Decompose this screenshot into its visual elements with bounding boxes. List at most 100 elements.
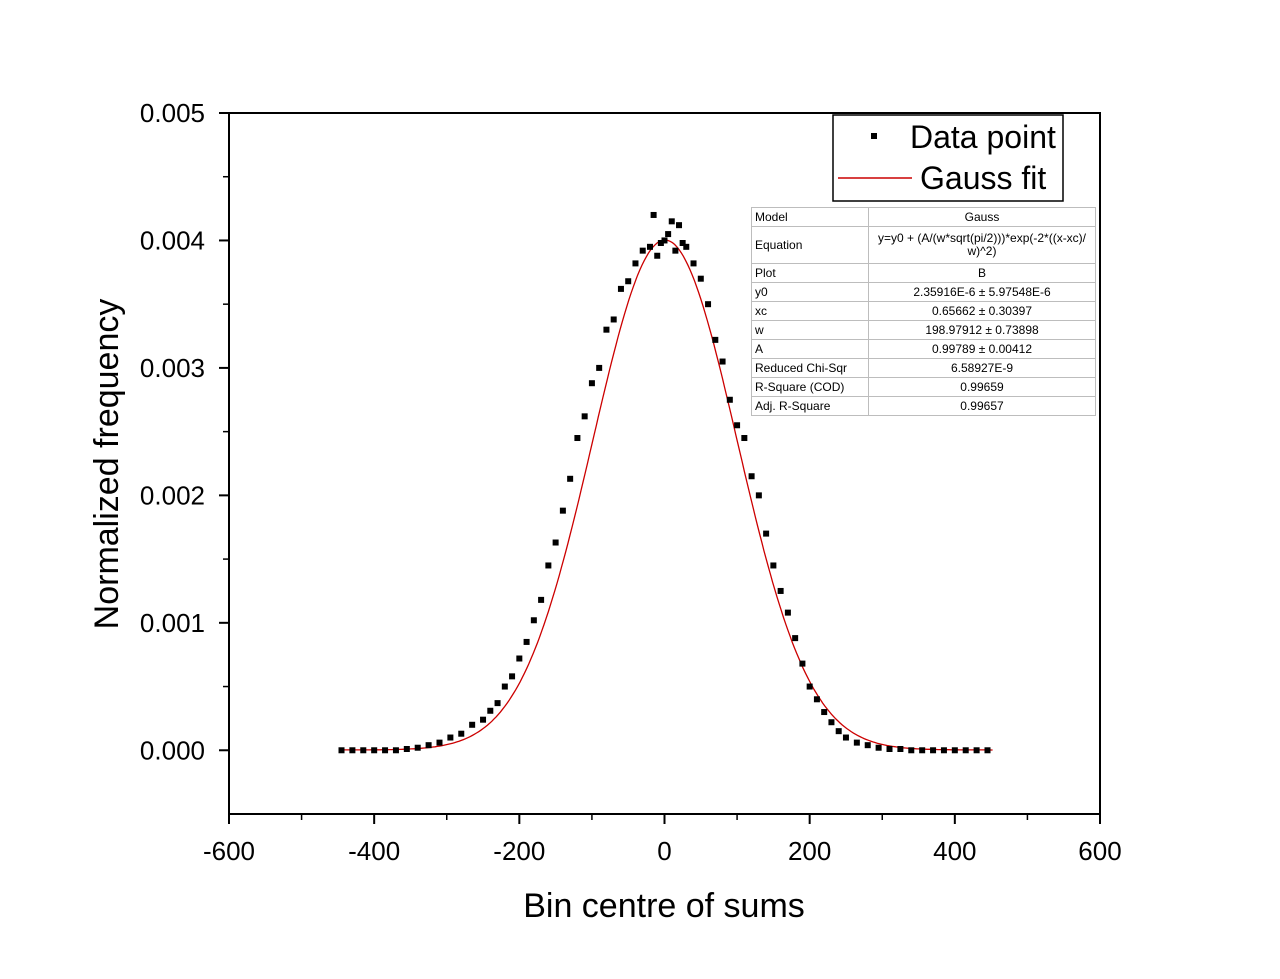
data-point	[734, 422, 741, 429]
data-point	[679, 240, 686, 247]
y-tick-label: 0.004	[140, 225, 205, 255]
data-point	[668, 218, 675, 225]
data-point	[770, 562, 777, 569]
fit-key: Model	[751, 207, 869, 227]
data-point	[574, 435, 581, 442]
fit-key: Reduced Chi-Sqr	[751, 358, 869, 378]
data-point	[951, 747, 958, 754]
data-point	[382, 747, 389, 754]
x-axis-label: Bin centre of sums	[523, 887, 805, 925]
data-point	[962, 747, 969, 754]
data-point	[726, 396, 733, 403]
data-point	[603, 326, 610, 333]
data-point	[897, 745, 904, 752]
data-point	[919, 747, 926, 754]
data-point	[842, 734, 849, 741]
data-point	[835, 728, 842, 735]
data-point	[403, 745, 410, 752]
data-point	[509, 673, 516, 680]
fit-row-model: Model Gauss	[751, 207, 1096, 227]
y-tick-label: 0.002	[140, 480, 205, 510]
fit-value: 0.99789 ± 0.00412	[868, 339, 1096, 359]
x-tick-label: -400	[348, 836, 400, 866]
data-point	[581, 413, 588, 420]
data-point	[864, 742, 871, 749]
data-point	[755, 492, 762, 499]
data-point	[501, 683, 508, 690]
data-point	[458, 730, 465, 737]
data-point	[610, 316, 617, 323]
data-point	[617, 285, 624, 292]
data-point	[516, 655, 523, 662]
data-point	[559, 507, 566, 514]
ticks-layer: -600 -400 -200 0 200 400 600 0.000 0.001 0.002 0.0…	[140, 98, 1122, 866]
x-tick-label: 600	[1078, 836, 1121, 866]
data-point	[799, 660, 806, 667]
data-point	[588, 380, 595, 387]
fit-key: A	[751, 339, 869, 359]
fit-value: 2.35916E-6 ± 5.97548E-6	[868, 282, 1096, 302]
data-point	[654, 252, 661, 259]
data-point	[853, 739, 860, 746]
fit-value: 0.65662 ± 0.30397	[868, 301, 1096, 321]
fit-row-xc: xc 0.65662 ± 0.30397	[751, 301, 1096, 321]
fit-value: y=y0 + (A/(w*sqrt(pi/2)))*exp(-2*((x-xc)…	[868, 226, 1096, 264]
fit-row-a: A 0.99789 ± 0.00412	[751, 339, 1096, 359]
data-point	[665, 231, 672, 238]
fit-value: 0.99657	[868, 396, 1096, 416]
data-point	[349, 747, 356, 754]
data-point	[676, 222, 683, 229]
data-point	[545, 562, 552, 569]
data-point	[719, 358, 726, 365]
data-point	[792, 635, 799, 642]
data-points-layer	[338, 211, 991, 754]
data-point	[530, 617, 537, 624]
fit-row-y0: y0 2.35916E-6 ± 5.97548E-6	[751, 282, 1096, 302]
y-tick-label: 0.000	[140, 735, 205, 765]
data-point	[480, 716, 487, 723]
data-point	[908, 747, 915, 754]
fit-row-r-square: R-Square (COD) 0.99659	[751, 377, 1096, 397]
data-point	[567, 475, 574, 482]
data-point	[777, 587, 784, 594]
x-tick-label: 200	[788, 836, 831, 866]
x-tick-label: 400	[933, 836, 976, 866]
data-point	[487, 707, 494, 714]
data-point	[639, 247, 646, 254]
data-point	[741, 435, 748, 442]
data-point	[436, 739, 443, 746]
fit-parameters-table: Model Gauss Equation y=y0 + (A/(w*sqrt(p…	[751, 207, 1096, 416]
data-point	[625, 278, 632, 285]
data-point	[984, 747, 991, 754]
fit-row-adj-r-square: Adj. R-Square 0.99657	[751, 396, 1096, 416]
fit-value: Gauss	[868, 207, 1096, 227]
x-tick-label: -200	[493, 836, 545, 866]
data-point	[661, 237, 668, 244]
fit-key: xc	[751, 301, 869, 321]
legend-box	[832, 114, 1064, 202]
data-point	[672, 247, 679, 254]
fit-value: 198.97912 ± 0.73898	[868, 320, 1096, 340]
data-point	[523, 638, 530, 645]
data-point	[712, 336, 719, 343]
fit-value: 0.99659	[868, 377, 1096, 397]
legend: Data point Gauss fit	[832, 114, 1064, 202]
data-point	[425, 742, 432, 749]
data-point	[657, 240, 664, 247]
data-point	[748, 473, 755, 480]
y-tick-label: 0.003	[140, 353, 205, 383]
fit-key: w	[751, 320, 869, 340]
data-point	[973, 747, 980, 754]
data-point	[632, 260, 639, 267]
x-tick-label: 0	[657, 836, 671, 866]
data-point	[392, 747, 399, 754]
fit-row-plot: Plot B	[751, 263, 1096, 283]
data-point	[371, 747, 378, 754]
data-point	[683, 243, 690, 250]
data-point	[650, 211, 657, 218]
data-point	[360, 747, 367, 754]
fit-key: y0	[751, 282, 869, 302]
data-point	[813, 696, 820, 703]
data-point	[886, 745, 893, 752]
